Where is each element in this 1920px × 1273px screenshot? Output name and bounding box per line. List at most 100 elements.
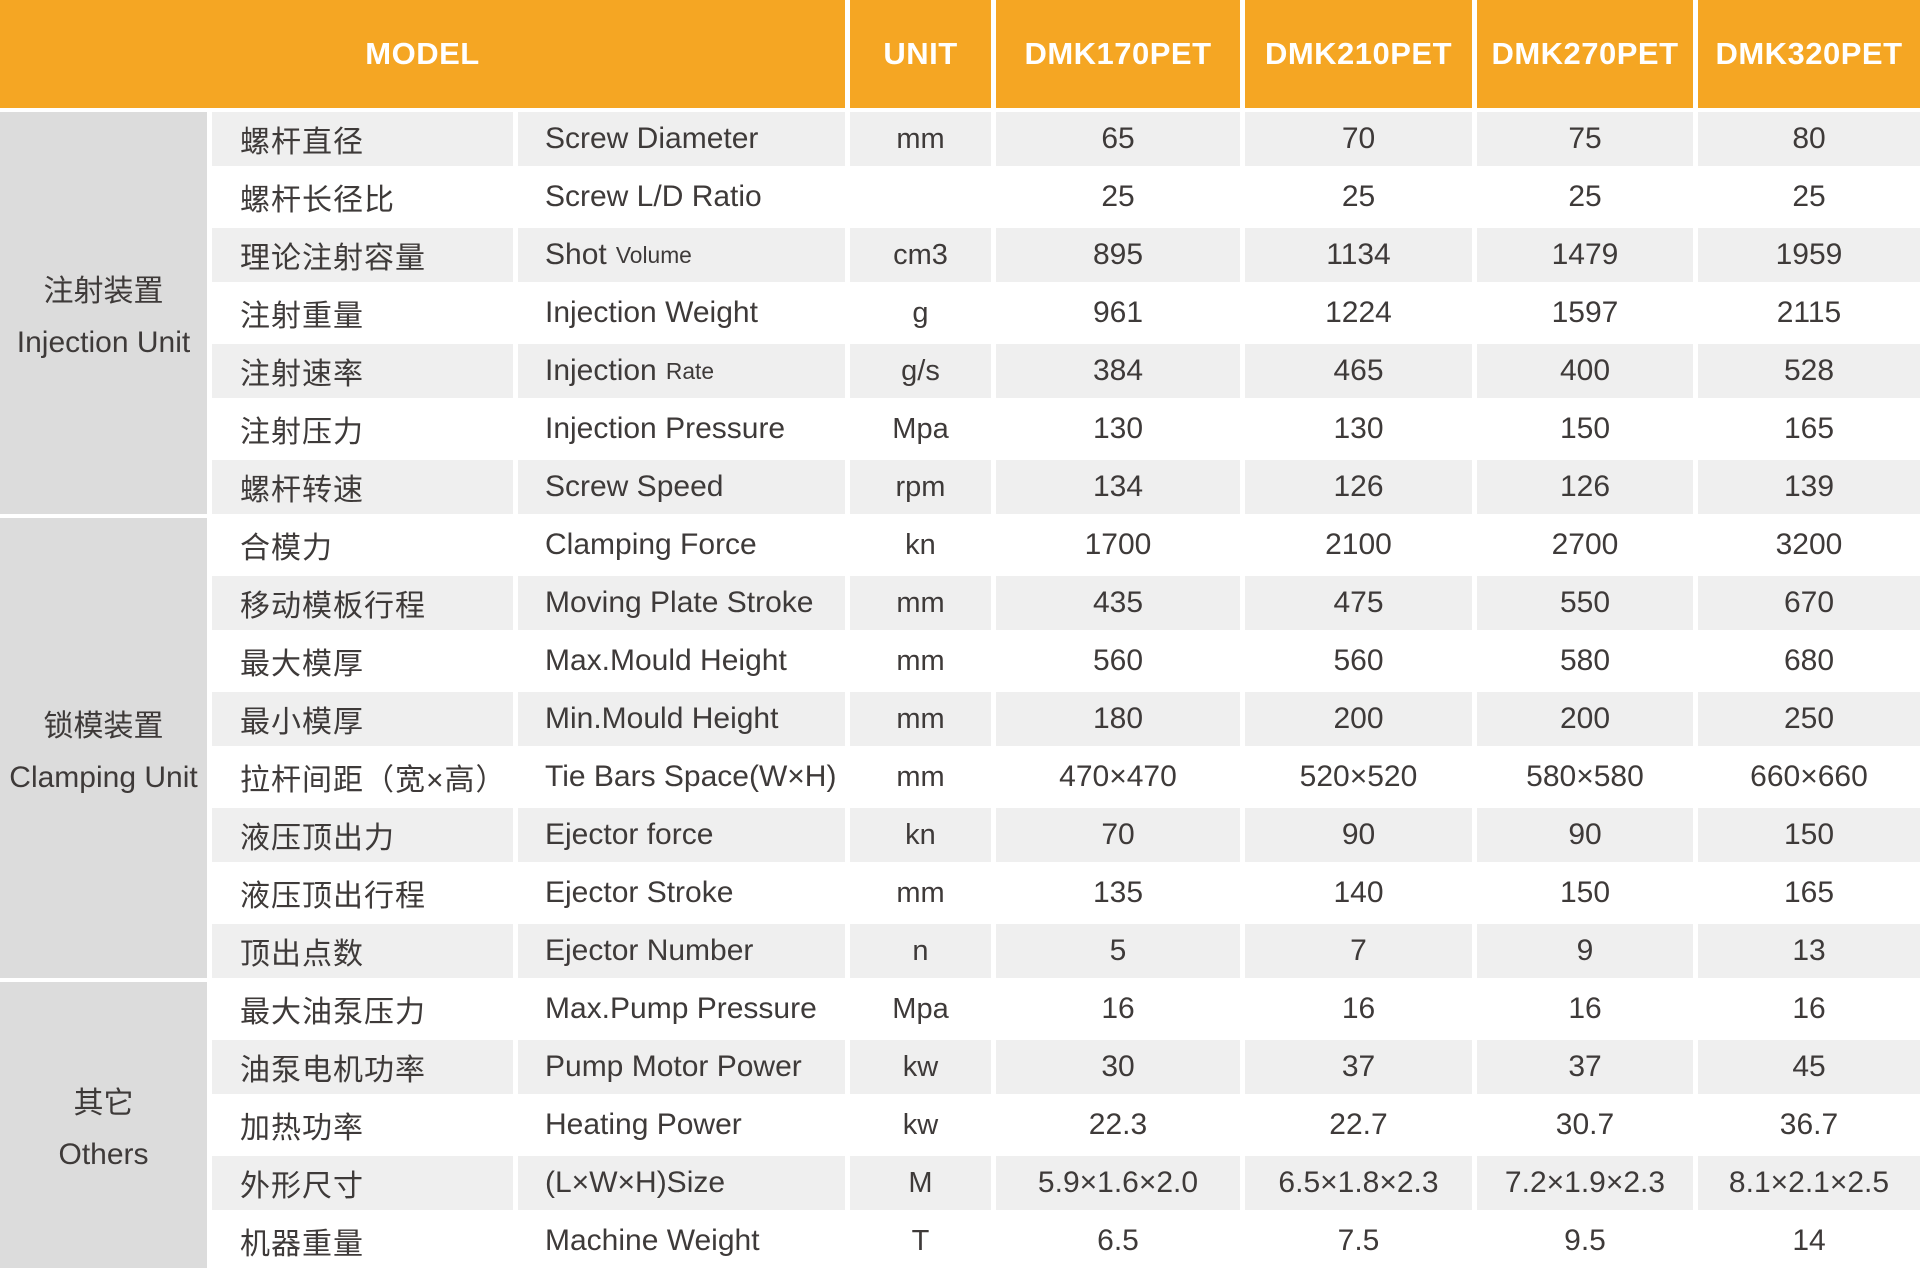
spec-name-en-text: Screw L/D Ratio [545, 180, 762, 213]
spec-name-en-text: Pump Motor Power [545, 1050, 802, 1083]
value-text: 30.7 [1555, 1108, 1615, 1141]
unit-text: n [912, 934, 929, 967]
unit-text: T [911, 1224, 930, 1257]
value-cell: 580 [1477, 634, 1693, 688]
group-name-zh: 锁模装置 [43, 710, 164, 743]
value-cell: 16 [996, 982, 1240, 1036]
value-text: 16 [1792, 992, 1826, 1025]
value-cell: 475 [1245, 576, 1472, 630]
value-text: 3200 [1775, 528, 1843, 561]
unit-cell: mm [850, 576, 991, 630]
value-cell: 520×520 [1245, 750, 1472, 804]
value-text: 7.5 [1337, 1224, 1380, 1257]
value-text: 200 [1559, 702, 1611, 735]
spec-name-zh: 移动模板行程 [212, 576, 513, 630]
spec-name-en: Injection Pressure [518, 402, 845, 456]
column-header-unit: UNIT [850, 0, 991, 108]
value-text: 8.1×2.1×2.5 [1728, 1166, 1890, 1199]
value-cell: 895 [996, 228, 1240, 282]
value-text: 528 [1783, 354, 1835, 387]
value-text: 180 [1092, 702, 1144, 735]
unit-cell: kn [850, 518, 991, 572]
value-cell: 9.5 [1477, 1214, 1693, 1268]
spec-name-zh-text: 螺杆转速 [240, 474, 364, 507]
spec-name-zh-text: 顶出点数 [240, 938, 364, 971]
value-cell: 528 [1698, 344, 1920, 398]
spec-name-zh: 注射重量 [212, 286, 513, 340]
value-text: 400 [1559, 354, 1611, 387]
value-text: 150 [1559, 876, 1611, 909]
value-text: 16 [1568, 992, 1602, 1025]
spec-name-zh-text: 螺杆直径 [240, 126, 364, 159]
value-cell: 560 [996, 634, 1240, 688]
value-cell: 435 [996, 576, 1240, 630]
value-text: 435 [1092, 586, 1144, 619]
group-name-en: Injection Unit [16, 326, 191, 359]
value-text: 9.5 [1564, 1224, 1606, 1257]
value-cell: 165 [1698, 402, 1920, 456]
value-text: 580×580 [1526, 760, 1644, 793]
unit-cell [850, 170, 991, 224]
row-group-label: 锁模装置 Clamping Unit [0, 518, 207, 978]
spec-name-zh-text: 螺杆长径比 [240, 184, 395, 217]
value-cell: 37 [1245, 1040, 1472, 1094]
value-cell: 90 [1245, 808, 1472, 862]
value-cell: 180 [996, 692, 1240, 746]
unit-text: mm [896, 760, 945, 793]
value-text: 2115 [1776, 296, 1842, 329]
spec-name-en-text: Max.Pump Pressure [545, 992, 817, 1025]
value-cell: 37 [1477, 1040, 1693, 1094]
column-header-dmk210pet: DMK210PET [1245, 0, 1472, 108]
value-cell: 200 [1477, 692, 1693, 746]
value-cell: 680 [1698, 634, 1920, 688]
value-text: 475 [1333, 586, 1384, 619]
value-text: 126 [1559, 470, 1611, 503]
group-name-en: Others [58, 1138, 149, 1171]
spec-name-zh: 理论注射容量 [212, 228, 513, 282]
value-cell: 7.2×1.9×2.3 [1477, 1156, 1693, 1210]
value-cell: 200 [1245, 692, 1472, 746]
value-cell: 16 [1477, 982, 1693, 1036]
unit-cell: Mpa [850, 402, 991, 456]
spec-name-en: Max.Mould Height [518, 634, 845, 688]
value-text: 90 [1341, 818, 1376, 851]
value-cell: 25 [1477, 170, 1693, 224]
unit-cell: mm [850, 112, 991, 166]
value-cell: 25 [1245, 170, 1472, 224]
unit-cell: n [850, 924, 991, 978]
value-text: 670 [1783, 586, 1835, 619]
unit-text: g/s [901, 354, 940, 387]
value-text: 134 [1092, 470, 1144, 503]
spec-name-en: Screw Speed [518, 460, 845, 514]
value-cell: 130 [996, 402, 1240, 456]
spec-name-zh: 油泵电机功率 [212, 1040, 513, 1094]
spec-name-zh-text: 油泵电机功率 [240, 1054, 426, 1087]
spec-name-en: Injection Weight [518, 286, 845, 340]
spec-name-zh: 液压顶出力 [212, 808, 513, 862]
spec-name-zh-text: 液压顶出行程 [240, 880, 426, 913]
value-cell: 8.1×2.1×2.5 [1698, 1156, 1920, 1210]
row-group-label: 注射装置 Injection Unit [0, 112, 207, 514]
value-cell: 135 [996, 866, 1240, 920]
spec-name-en: Ejector Stroke [518, 866, 845, 920]
unit-cell: M [850, 1156, 991, 1210]
value-cell: 36.7 [1698, 1098, 1920, 1152]
spec-name-zh: 机器重量 [212, 1214, 513, 1268]
value-cell: 7 [1245, 924, 1472, 978]
value-text: 140 [1333, 876, 1384, 909]
column-header-model: MODEL [0, 0, 845, 108]
value-cell: 140 [1245, 866, 1472, 920]
value-text: 37 [1568, 1050, 1602, 1083]
spec-name-zh: 加热功率 [212, 1098, 513, 1152]
value-cell: 45 [1698, 1040, 1920, 1094]
value-text: 30 [1101, 1050, 1135, 1083]
value-text: 6.5 [1097, 1224, 1139, 1257]
spec-name-zh: 最大油泵压力 [212, 982, 513, 1036]
value-text: 560 [1333, 644, 1384, 677]
value-text: 36.7 [1779, 1108, 1839, 1141]
value-text: 7 [1350, 934, 1367, 967]
value-cell: 75 [1477, 112, 1693, 166]
value-cell: 150 [1477, 402, 1693, 456]
value-cell: 3200 [1698, 518, 1920, 572]
value-text: 2100 [1325, 528, 1392, 561]
